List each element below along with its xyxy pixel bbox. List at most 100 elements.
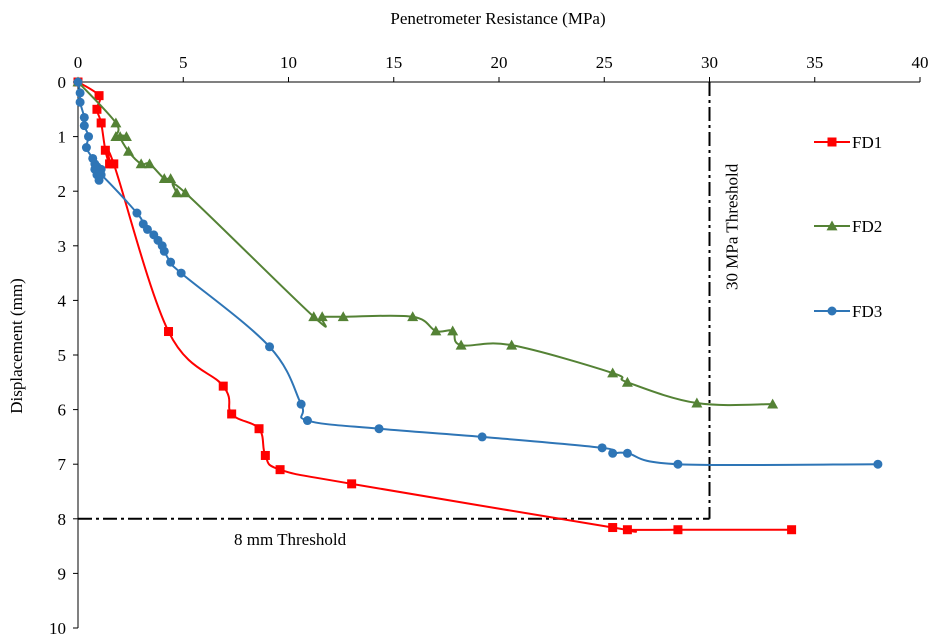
data-point (622, 525, 632, 535)
legend-marker (827, 306, 837, 316)
data-point (73, 77, 83, 87)
data-point (96, 118, 106, 128)
data-point (607, 367, 619, 378)
threshold-horizontal: 8 mm Threshold (78, 517, 710, 549)
thresholds: 30 MPa Threshold 8 mm Threshold (78, 82, 742, 549)
y-tick-label: 4 (58, 291, 67, 310)
legend-item-fd1: FD1 (814, 133, 882, 152)
data-point (621, 376, 633, 387)
data-point (227, 409, 237, 419)
data-point (597, 443, 607, 453)
data-point (455, 339, 467, 350)
y-ticks: 0 1 2 3 4 5 6 7 8 9 10 (49, 73, 78, 638)
y-tick-label: 3 (58, 237, 67, 256)
x-axis-title: Penetrometer Resistance (MPa) (390, 9, 605, 28)
x-tick-label: 30 (701, 53, 718, 72)
x-tick-label: 20 (491, 53, 508, 72)
x-tick-label: 5 (179, 53, 188, 72)
axes: 0 5 10 15 20 25 30 35 40 0 1 2 3 4 5 6 7 8 9 10 (49, 53, 929, 638)
data-point (142, 224, 152, 234)
data-point (308, 311, 320, 322)
data-point (767, 398, 779, 409)
data-point (132, 208, 142, 218)
y-tick-label: 0 (58, 73, 67, 92)
data-point (79, 112, 89, 122)
data-point (135, 158, 147, 169)
data-point (691, 397, 703, 408)
data-point (302, 416, 312, 426)
y-tick-label: 7 (58, 455, 67, 474)
data-point (96, 170, 106, 180)
series-fd3 (73, 77, 883, 469)
legend-item-fd2: FD2 (814, 217, 882, 236)
data-point (109, 159, 119, 169)
y-tick-label: 9 (58, 564, 67, 583)
y-axis-title: Displacement (mm) (7, 278, 26, 414)
series-fd2 (72, 76, 779, 409)
data-point (673, 525, 683, 535)
x-tick-label: 15 (385, 53, 402, 72)
data-point (164, 327, 174, 337)
series-fd1 (73, 77, 797, 535)
data-point (165, 173, 177, 184)
data-point (673, 459, 683, 469)
data-point (430, 325, 442, 336)
data-point (374, 424, 384, 434)
data-point (347, 479, 357, 489)
x-tick-label: 35 (806, 53, 823, 72)
y-tick-label: 8 (58, 510, 67, 529)
data-point (166, 257, 176, 267)
data-point (506, 339, 518, 350)
y-tick-label: 10 (49, 619, 66, 638)
y-tick-label: 2 (58, 182, 67, 201)
data-point (622, 448, 632, 458)
data-point (316, 311, 328, 322)
threshold-label-horizontal: 8 mm Threshold (234, 530, 347, 549)
data-point (296, 399, 306, 409)
x-tick-label: 25 (596, 53, 613, 72)
data-point (81, 143, 91, 153)
data-point (787, 525, 797, 535)
data-point (84, 132, 94, 142)
data-point (75, 88, 85, 98)
legend-label: FD3 (852, 302, 882, 321)
data-point (608, 448, 618, 458)
data-point (337, 311, 349, 322)
data-point (123, 145, 135, 156)
data-point (94, 91, 104, 101)
series-line (77, 81, 878, 467)
data-point (179, 187, 191, 198)
data-point (275, 465, 285, 475)
series (72, 76, 883, 535)
data-point (407, 311, 419, 322)
data-point (260, 450, 270, 460)
data-point (477, 432, 487, 442)
x-ticks: 0 5 10 15 20 25 30 35 40 (74, 53, 929, 82)
data-point (159, 246, 169, 256)
legend: FD1 FD2 FD3 (814, 133, 882, 321)
legend-item-fd3: FD3 (814, 302, 882, 321)
data-point (144, 158, 156, 169)
data-point (79, 121, 89, 131)
x-tick-label: 10 (280, 53, 297, 72)
data-point (447, 325, 459, 336)
data-point (254, 424, 264, 434)
legend-label: FD2 (852, 217, 882, 236)
data-point (218, 381, 228, 391)
y-tick-label: 5 (58, 346, 67, 365)
data-point (100, 145, 110, 155)
series-line (77, 81, 773, 407)
y-tick-label: 6 (58, 401, 67, 420)
data-point (171, 187, 183, 198)
data-point (176, 268, 186, 278)
data-point (114, 131, 126, 141)
legend-marker (827, 137, 837, 147)
x-tick-label: 0 (74, 53, 83, 72)
data-point (75, 97, 85, 107)
threshold-label-vertical: 30 MPa Threshold (723, 163, 742, 290)
data-point (92, 104, 102, 114)
y-tick-label: 1 (58, 128, 67, 147)
x-tick-label: 40 (912, 53, 929, 72)
legend-label: FD1 (852, 133, 882, 152)
